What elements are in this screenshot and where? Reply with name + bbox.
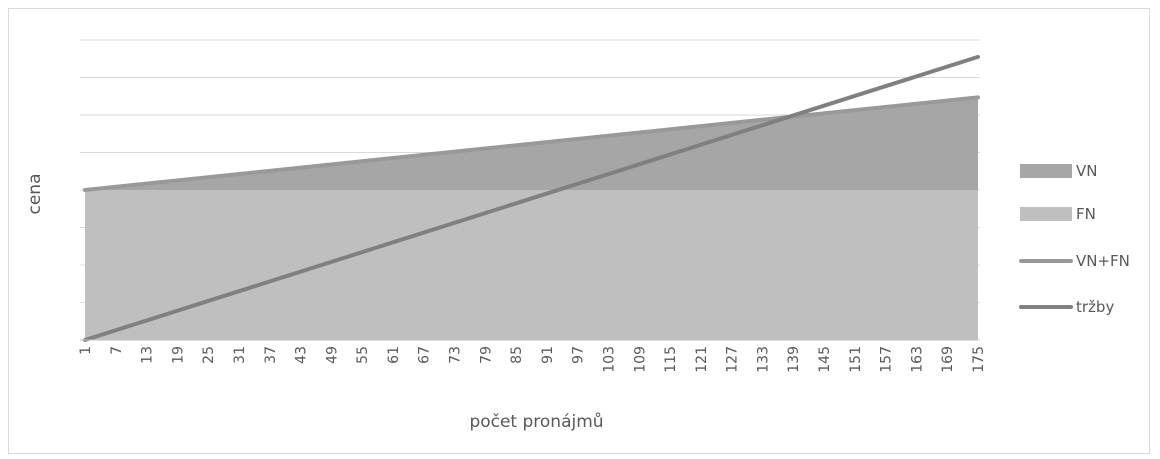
legend-label: VN bbox=[1076, 162, 1097, 180]
legend-item-vn-fn: VN+FN bbox=[1019, 252, 1130, 270]
trzby-line bbox=[83, 54, 980, 342]
x-tick-label: 91 bbox=[540, 346, 556, 364]
x-tick-label: 109 bbox=[632, 346, 648, 373]
x-tick-label: 157 bbox=[879, 346, 895, 373]
x-tick-label: 55 bbox=[355, 346, 371, 364]
legend-label: FN bbox=[1076, 205, 1096, 223]
vn-fn-line bbox=[83, 95, 980, 192]
x-tick-label: 115 bbox=[663, 346, 679, 373]
areas bbox=[85, 97, 978, 340]
x-tick-label: 97 bbox=[571, 346, 587, 364]
x-tick-label: 121 bbox=[694, 346, 710, 373]
x-tick-label: 133 bbox=[755, 346, 771, 373]
x-tick-label: 67 bbox=[417, 346, 433, 364]
legend: VN FN VN+FN tržby bbox=[1019, 162, 1130, 316]
x-tick-label: 37 bbox=[263, 346, 279, 364]
x-tick-label: 61 bbox=[386, 346, 402, 364]
x-tick-label: 1 bbox=[78, 346, 94, 355]
x-tick-label: 49 bbox=[324, 346, 340, 364]
x-tick-label: 103 bbox=[601, 346, 617, 373]
x-tick-label: 127 bbox=[725, 346, 741, 373]
x-tick-labels: 1 7 13 19 25 31 37 43 49 55 61 67 73 79 85 91 97 103 109 11… bbox=[78, 346, 987, 373]
x-tick-label: 139 bbox=[786, 346, 802, 373]
x-tick-label: 25 bbox=[201, 346, 217, 364]
x-tick-label: 79 bbox=[478, 346, 494, 364]
x-tick-label: 43 bbox=[294, 346, 310, 364]
legend-item-tr-by: tržby bbox=[1019, 298, 1114, 316]
x-tick-label: 19 bbox=[170, 346, 186, 364]
lines bbox=[83, 54, 980, 342]
legend-item-fn: FN bbox=[1020, 205, 1096, 223]
x-tick-label: 73 bbox=[448, 346, 464, 364]
legend-label: VN+FN bbox=[1076, 252, 1130, 270]
x-tick-label: 145 bbox=[817, 346, 833, 373]
y-axis-title: cena bbox=[25, 174, 45, 215]
x-tick-label: 169 bbox=[940, 346, 956, 373]
x-tick-label: 175 bbox=[971, 346, 987, 373]
x-tick-label: 31 bbox=[232, 346, 248, 364]
x-axis-title: počet pronájmů bbox=[469, 412, 603, 432]
fn-area bbox=[85, 190, 978, 340]
legend-swatch bbox=[1020, 207, 1072, 221]
x-tick-label: 7 bbox=[109, 346, 125, 355]
x-tick-label: 85 bbox=[509, 346, 525, 364]
x-tick-label: 13 bbox=[140, 346, 156, 364]
x-tick-label: 151 bbox=[848, 346, 864, 373]
x-tick-label: 163 bbox=[909, 346, 925, 373]
legend-swatch bbox=[1020, 164, 1072, 178]
legend-item-vn: VN bbox=[1020, 162, 1097, 180]
legend-label: tržby bbox=[1076, 298, 1114, 316]
